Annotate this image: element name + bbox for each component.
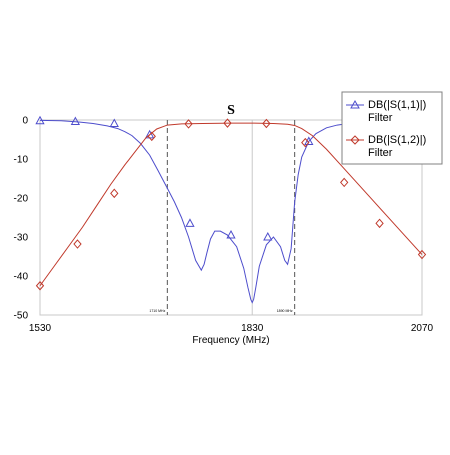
x-tick-label-1830: 1830: [241, 323, 264, 334]
series-2-point-8: [340, 177, 349, 188]
y-tick-label-3: -30: [14, 233, 29, 244]
y-tick-label-4: -40: [14, 272, 29, 283]
series-2-point-10: [417, 249, 427, 260]
series-2-point-2: [110, 188, 119, 199]
series-1-point-6: [263, 231, 273, 241]
series-2-point-9: [375, 218, 384, 229]
y-tick-label-2: -20: [14, 194, 29, 205]
chart-title: S: [227, 103, 235, 118]
y-tick-label-0: 0: [22, 116, 28, 127]
series-1-point-0: [35, 115, 45, 125]
y-tick-label-1: -10: [14, 155, 29, 166]
series-layer: [35, 115, 427, 304]
legend-entry-s12: DB(|S(1,2)|) Filter: [346, 134, 429, 159]
x-tick-label-1530: 1530: [29, 323, 52, 334]
series-line-1: [39, 119, 423, 304]
series-1-point-2: [109, 118, 119, 128]
series-2-point-6: [262, 118, 271, 129]
series-2-point-4: [184, 119, 193, 129]
series-1-point-4: [185, 218, 195, 227]
series-1-point-5: [226, 230, 236, 239]
x-tick-label-2070: 2070: [411, 323, 434, 334]
y-tick-label-5: -50: [14, 311, 29, 322]
legend-label-s12: DB(|S(1,2)|) Filter: [368, 134, 429, 159]
marker-lines-layer: 1710 MHz 1890 MHz: [149, 120, 296, 315]
legend-label-s11: DB(|S(1,1)|) Filter: [368, 99, 429, 124]
legend-triangle-marker-icon: [350, 99, 360, 109]
legend-box: [341, 91, 443, 165]
series-2-point-3: [147, 131, 156, 142]
marker-label-1890: 1890 MHz: [277, 309, 293, 313]
series-2-point-5: [223, 118, 232, 128]
series-2-point-1: [73, 239, 82, 249]
series-1-point-1: [70, 116, 81, 126]
series-2-point-0: [35, 280, 45, 291]
marker-label-1710: 1710 MHz: [149, 309, 165, 313]
legend-entry-s11: DB(|S(1,1)|) Filter: [346, 99, 429, 124]
series-2-point-7: [301, 137, 310, 148]
x-axis-label: Frequency (MHz): [192, 335, 269, 346]
legend: DB(|S(1,1)|) Filter DB(|S(1,2)|) Filter: [341, 91, 443, 165]
legend-diamond-marker-icon: [350, 135, 360, 145]
